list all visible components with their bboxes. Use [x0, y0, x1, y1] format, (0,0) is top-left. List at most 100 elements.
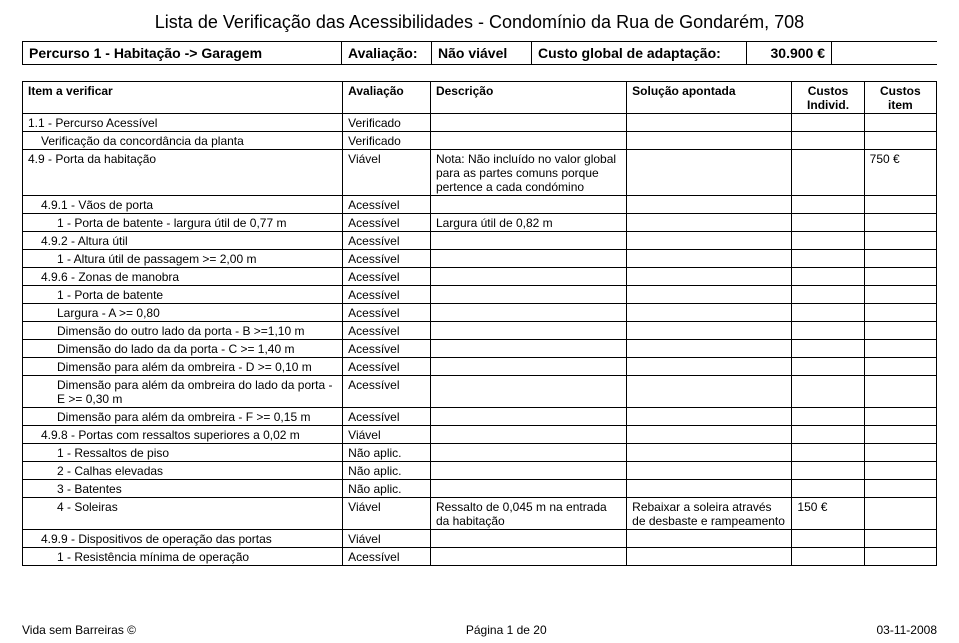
cell-cost-individ — [792, 196, 864, 214]
cell-eval: Acessível — [343, 214, 431, 232]
cell-item: 2 - Calhas elevadas — [23, 462, 343, 480]
table-row: 1 - Resistência mínima de operaçãoAcessí… — [23, 548, 937, 566]
cell-desc — [430, 250, 626, 268]
cell-item: Dimensão para além da ombreira do lado d… — [23, 376, 343, 408]
cell-item: 1 - Altura útil de passagem >= 2,00 m — [23, 250, 343, 268]
table-row: 1 - Altura útil de passagem >= 2,00 mAce… — [23, 250, 937, 268]
cell-eval: Viável — [343, 530, 431, 548]
cell-eval: Acessível — [343, 268, 431, 286]
cell-cost-individ — [792, 426, 864, 444]
cell-item: Dimensão do lado da da porta - C >= 1,40… — [23, 340, 343, 358]
cell-desc: Ressalto de 0,045 m na entrada da habita… — [430, 498, 626, 530]
cell-item: 1 - Porta de batente — [23, 286, 343, 304]
footer-center: Página 1 de 20 — [466, 623, 547, 637]
cell-desc: Largura útil de 0,82 m — [430, 214, 626, 232]
cell-eval: Acessível — [343, 340, 431, 358]
cell-cost-individ — [792, 340, 864, 358]
cell-eval: Verificado — [343, 132, 431, 150]
cell-cost-individ — [792, 132, 864, 150]
cell-item: Dimensão para além da ombreira - F >= 0,… — [23, 408, 343, 426]
cell-solution — [627, 408, 792, 426]
cell-cost-item — [864, 196, 936, 214]
cell-cost-individ: 150 € — [792, 498, 864, 530]
cell-eval: Acessível — [343, 250, 431, 268]
cell-cost-individ — [792, 548, 864, 566]
table-row: 1 - Porta de batente - largura útil de 0… — [23, 214, 937, 232]
cell-solution — [627, 530, 792, 548]
cell-solution — [627, 358, 792, 376]
cell-item: 4.9.9 - Dispositivos de operação das por… — [23, 530, 343, 548]
cell-cost-individ — [792, 114, 864, 132]
cell-desc: Nota: Não incluído no valor global para … — [430, 150, 626, 196]
cell-desc — [430, 548, 626, 566]
cell-cost-item — [864, 376, 936, 408]
cell-cost-individ — [792, 462, 864, 480]
cell-solution: Rebaixar a soleira através de desbaste e… — [627, 498, 792, 530]
cell-solution — [627, 250, 792, 268]
table-row: 4.9 - Porta da habitaçãoViávelNota: Não … — [23, 150, 937, 196]
cell-solution — [627, 340, 792, 358]
cell-eval: Acessível — [343, 358, 431, 376]
path-label: Percurso 1 - Habitação -> Garagem — [22, 42, 342, 64]
cell-eval: Não aplic. — [343, 444, 431, 462]
cell-cost-item — [864, 286, 936, 304]
table-row: 4 - SoleirasViávelRessalto de 0,045 m na… — [23, 498, 937, 530]
table-row: Largura - A >= 0,80Acessível — [23, 304, 937, 322]
cell-cost-item — [864, 214, 936, 232]
cell-eval: Acessível — [343, 232, 431, 250]
cell-eval: Acessível — [343, 376, 431, 408]
footer-right: 03-11-2008 — [877, 623, 938, 637]
table-row: Dimensão para além da ombreira - D >= 0,… — [23, 358, 937, 376]
cell-cost-item — [864, 530, 936, 548]
cell-cost-item — [864, 232, 936, 250]
cell-cost-item — [864, 114, 936, 132]
page-footer: Vida sem Barreiras © Página 1 de 20 03-1… — [22, 623, 937, 637]
cell-cost-item: 750 € — [864, 150, 936, 196]
cell-cost-item — [864, 340, 936, 358]
table-row: 1.1 - Percurso AcessívelVerificado — [23, 114, 937, 132]
cell-desc — [430, 268, 626, 286]
cell-item: 4.9.1 - Vãos de porta — [23, 196, 343, 214]
cell-eval: Acessível — [343, 408, 431, 426]
cell-item: 4.9.2 - Altura útil — [23, 232, 343, 250]
table-row: 4.9.1 - Vãos de portaAcessível — [23, 196, 937, 214]
table-row: 3 - BatentesNão aplic. — [23, 480, 937, 498]
table-row: 2 - Calhas elevadasNão aplic. — [23, 462, 937, 480]
page-title: Lista de Verificação das Acessibilidades… — [22, 12, 937, 33]
cell-cost-individ — [792, 286, 864, 304]
cell-solution — [627, 426, 792, 444]
cell-desc — [430, 462, 626, 480]
cell-cost-individ — [792, 358, 864, 376]
table-row: 1 - Porta de batenteAcessível — [23, 286, 937, 304]
cell-cost-individ — [792, 268, 864, 286]
cell-item: 1 - Resistência mínima de operação — [23, 548, 343, 566]
cell-cost-individ — [792, 480, 864, 498]
cell-cost-item — [864, 250, 936, 268]
cell-solution — [627, 304, 792, 322]
cell-cost-individ — [792, 304, 864, 322]
cell-solution — [627, 322, 792, 340]
cell-cost-individ — [792, 232, 864, 250]
eval-label: Avaliação: — [342, 42, 432, 64]
cell-desc — [430, 358, 626, 376]
cell-cost-individ — [792, 150, 864, 196]
blank-cell — [832, 42, 937, 64]
cell-cost-item — [864, 462, 936, 480]
cell-cost-individ — [792, 444, 864, 462]
cell-solution — [627, 444, 792, 462]
cell-desc — [430, 286, 626, 304]
cell-desc — [430, 408, 626, 426]
cell-desc — [430, 232, 626, 250]
cell-eval: Acessível — [343, 548, 431, 566]
cell-solution — [627, 480, 792, 498]
cell-cost-item — [864, 408, 936, 426]
cell-desc — [430, 426, 626, 444]
cell-desc — [430, 322, 626, 340]
cell-solution — [627, 286, 792, 304]
cell-solution — [627, 462, 792, 480]
cell-desc — [430, 196, 626, 214]
col-eval-header: Avaliação — [343, 82, 431, 114]
checklist-table: Item a verificar Avaliação Descrição Sol… — [22, 81, 937, 566]
col-costs-item-header: Custos item — [864, 82, 936, 114]
cell-item: 4.9 - Porta da habitação — [23, 150, 343, 196]
